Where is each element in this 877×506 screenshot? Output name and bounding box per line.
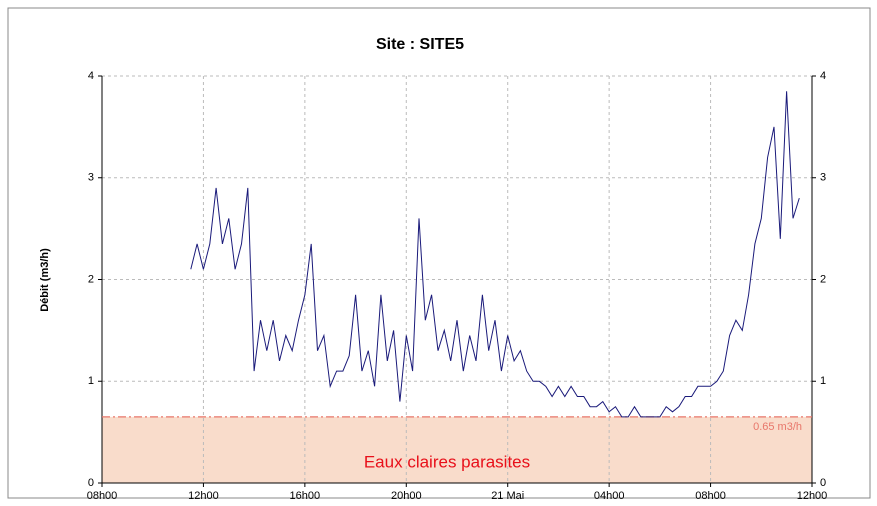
- x-tick-label: 08h00: [695, 490, 726, 502]
- threshold-label: 0.65 m3/h: [753, 421, 802, 433]
- series-line: [190, 91, 800, 418]
- y-axis-label: Débit (m3/h): [39, 248, 51, 312]
- y-tick-label: 3: [88, 172, 94, 184]
- threshold-zone: [102, 416, 812, 483]
- x-tick-label: 04h00: [594, 490, 625, 502]
- y2-tick-label: 4: [820, 70, 826, 82]
- zone-label: Eaux claires parasites: [364, 452, 530, 471]
- x-tick-label: 08h00: [87, 490, 118, 502]
- y2-tick-label: 1: [820, 375, 826, 387]
- y-tick-label: 0: [88, 477, 94, 489]
- y2-tick-label: 0: [820, 477, 826, 489]
- x-tick-label: 12h00: [188, 490, 219, 502]
- y-tick-label: 1: [88, 375, 94, 387]
- x-tick-label: 16h00: [290, 490, 321, 502]
- chart-title: Site : SITE5: [376, 36, 464, 53]
- x-tick-label: 12h00: [797, 490, 828, 502]
- y-tick-label: 4: [88, 70, 94, 82]
- y2-tick-label: 3: [820, 172, 826, 184]
- y-tick-label: 2: [88, 273, 94, 285]
- x-tick-label: 20h00: [391, 490, 422, 502]
- x-tick-label: 21 Mai: [491, 490, 524, 502]
- y2-tick-label: 2: [820, 273, 826, 285]
